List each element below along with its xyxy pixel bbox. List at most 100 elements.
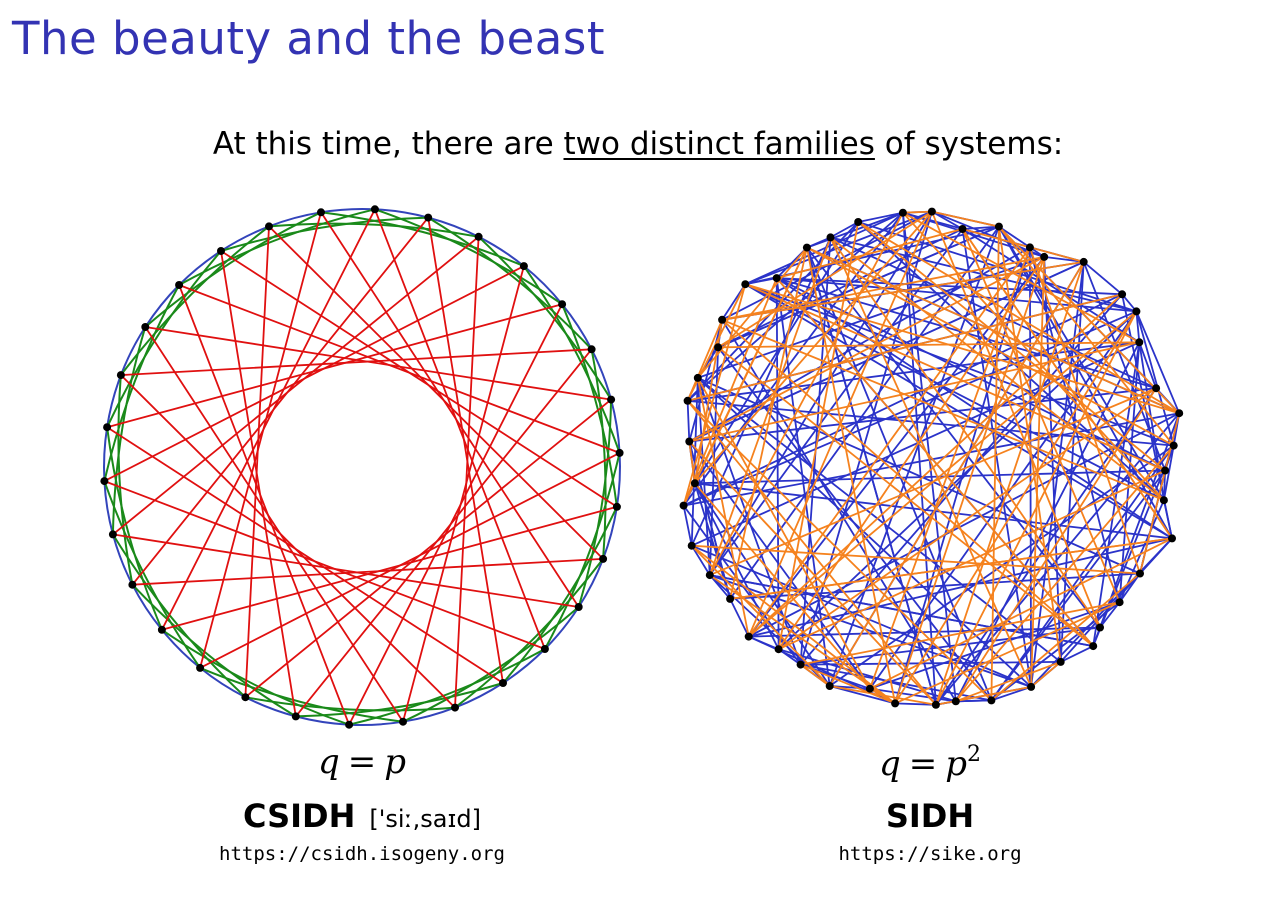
graph-vertex: [958, 225, 967, 233]
red-edge: [112, 533, 580, 608]
cycle-edge: [523, 265, 563, 305]
blue-edge: [1135, 310, 1141, 344]
red-edge: [244, 225, 270, 699]
red-edge: [131, 216, 430, 586]
red-edge: [178, 284, 351, 726]
blue-edge: [930, 210, 1046, 258]
graph-vertex: [774, 645, 783, 654]
csidh-url[interactable]: https://csidh.isogeny.org: [219, 843, 505, 865]
graph-vertex: [141, 323, 150, 331]
graph-vertex: [1152, 384, 1161, 393]
orange-edge: [729, 246, 808, 600]
orange-edge: [930, 210, 1101, 629]
graph-vertex: [1040, 252, 1049, 261]
blue-edge: [1043, 256, 1085, 263]
graph-vertex: [474, 232, 483, 241]
blue-edge: [690, 544, 1033, 688]
orange-edge: [1030, 256, 1046, 688]
red-edge: [120, 374, 456, 709]
blue-edge: [744, 277, 778, 286]
csidh-isogeny-graph: [100, 205, 624, 729]
blue-edge: [694, 221, 860, 485]
red-edge: [161, 505, 618, 631]
orange-edge: [690, 544, 831, 687]
cycle-edge: [610, 399, 621, 453]
blue-edge: [686, 399, 691, 443]
blue-edge: [747, 635, 780, 651]
graph-vertex: [540, 645, 549, 653]
red-edge: [427, 216, 504, 684]
blue-edge: [690, 544, 711, 577]
blue-edge: [1030, 261, 1085, 688]
orange-edge: [729, 537, 1173, 600]
graph-vertex: [291, 712, 300, 721]
sidh-eq-exponent: 2: [967, 742, 982, 767]
green-edge: [220, 216, 429, 252]
blue-edge: [961, 225, 1000, 230]
sidh-field-equation: q = p2: [680, 742, 1180, 784]
green-edge: [454, 558, 604, 709]
graph-vertex: [345, 720, 354, 729]
orange-edge: [688, 256, 1046, 443]
blue-edge: [805, 246, 937, 706]
orange-edge: [686, 399, 993, 702]
csidh-pronunciation: ['siː,saɪd]: [369, 805, 481, 833]
green-edge: [103, 284, 180, 482]
graph-vertex: [951, 697, 960, 706]
orange-edge: [690, 544, 1141, 575]
cycle-edge: [161, 629, 201, 669]
red-edge: [348, 303, 564, 726]
orange-edge: [799, 601, 1121, 666]
orange-edge: [997, 225, 1175, 447]
blue-edge: [717, 228, 964, 349]
orange-edge: [747, 246, 1031, 638]
graph-vertex: [705, 571, 714, 580]
orange-edge: [747, 210, 933, 638]
red-edge: [112, 235, 480, 536]
blue-edge: [961, 228, 1033, 688]
blue-edge: [1028, 246, 1033, 688]
green-edge: [161, 628, 350, 726]
orange-edge: [775, 228, 964, 279]
red-edge: [220, 250, 297, 718]
orange-edge: [777, 469, 1166, 651]
red-edge: [402, 265, 525, 723]
graph-vertex: [1025, 243, 1034, 252]
graph-vertex: [854, 218, 863, 226]
orange-edge: [688, 440, 696, 485]
red-edge: [199, 451, 621, 669]
red-edge: [244, 398, 612, 699]
cycle-edge: [103, 481, 114, 535]
blue-edge: [688, 440, 731, 600]
graph-vertex: [424, 213, 433, 222]
orange-edge: [829, 236, 1101, 629]
orange-edge: [829, 236, 1033, 688]
blue-edge: [744, 211, 904, 286]
blue-edge: [1099, 412, 1181, 629]
slide-title: The beauty and the beast: [12, 12, 605, 65]
graph-vertex: [599, 554, 608, 563]
cycle-edge: [502, 648, 546, 684]
graph-vertex: [796, 660, 805, 669]
green-edge: [131, 584, 297, 718]
blue-edge: [828, 685, 897, 705]
graph-vertex: [826, 233, 835, 242]
green-edge: [120, 225, 270, 376]
graph-vertex: [157, 625, 166, 634]
orange-edge: [930, 210, 1000, 228]
orange-edge: [777, 221, 860, 651]
cycle-edge: [144, 284, 180, 328]
graph-vertex: [1027, 682, 1036, 691]
graph-vertex: [1159, 496, 1168, 505]
orange-edge: [682, 283, 747, 507]
blue-edge: [744, 283, 1173, 540]
graph-vertex: [1136, 569, 1144, 578]
sidh-url[interactable]: https://sike.org: [838, 843, 1022, 865]
orange-edge: [805, 246, 1175, 447]
csidh-field-equation: q = p: [112, 742, 612, 782]
sidh-eq-lhs: q: [878, 744, 901, 784]
green-edge: [523, 265, 621, 454]
orange-edge: [961, 228, 1085, 263]
graph-vertex: [1135, 338, 1144, 347]
graph-vertex: [927, 207, 936, 216]
